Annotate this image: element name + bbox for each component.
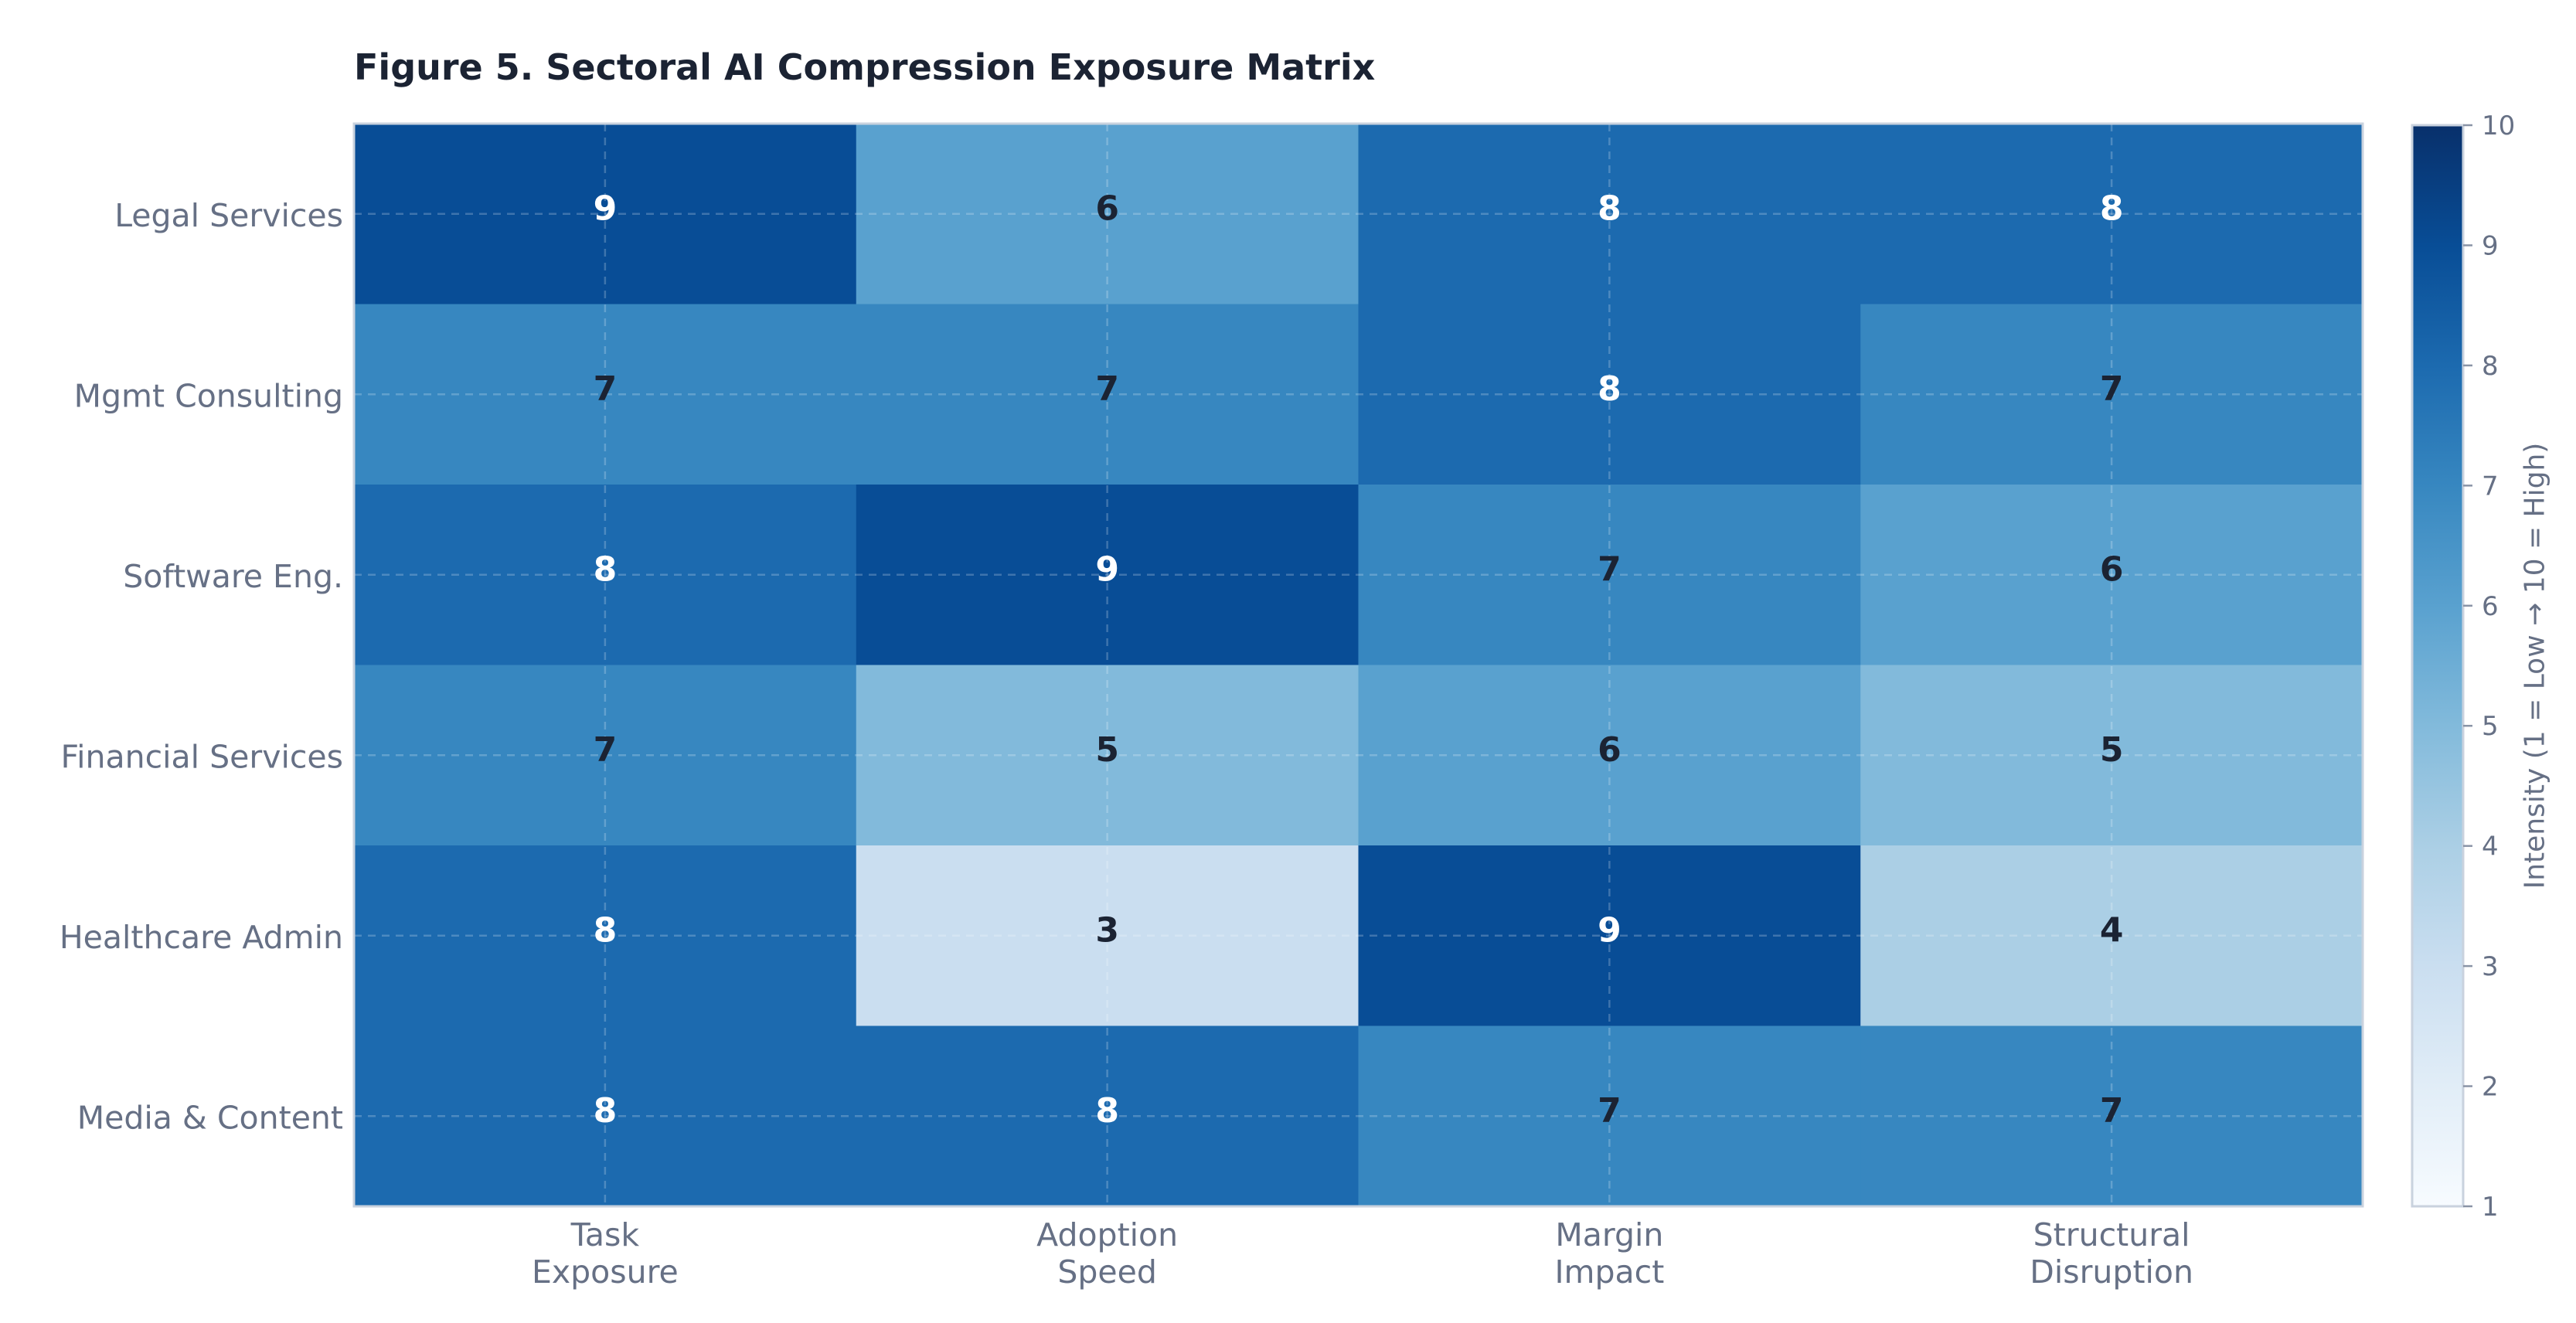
cell-value-labels: 9 6 8 8 7 7 8 7 8 9 7 6 7 5 6 5 8 3 9 4 8 8 7 7 (594, 189, 2124, 1131)
cell-value-r3-c0: 7 (594, 730, 618, 770)
column-label-2-line-0: Margin (1555, 1216, 1663, 1253)
heatmap-cell-r5-c0 (354, 1025, 857, 1207)
row-labels: Legal Services Mgmt Consulting Software En… (60, 197, 343, 1137)
cell-value-r4-c3: 4 (2100, 910, 2124, 950)
cell-value-r1-c3: 7 (2100, 369, 2124, 409)
cell-value-r1-c1: 7 (1095, 369, 1119, 409)
colorbar-tick-label-6: 7 (2482, 471, 2499, 502)
cell-value-r0-c1: 6 (1095, 189, 1119, 228)
cell-value-r3-c1: 5 (1095, 730, 1119, 770)
cell-value-r2-c2: 7 (1598, 549, 1621, 589)
colorbar-tick-label-2: 3 (2482, 951, 2499, 982)
row-label-1: Mgmt Consulting (74, 377, 343, 414)
column-label-0-line-0: Task (570, 1216, 640, 1253)
cell-value-r4-c2: 9 (1598, 910, 1621, 950)
colorbar-tick-label-3: 4 (2482, 832, 2499, 862)
cell-value-r0-c3: 8 (2100, 189, 2124, 228)
column-label-3-line-1: Disruption (2030, 1253, 2193, 1291)
colorbar-tick-label-4: 5 (2482, 711, 2499, 742)
cell-value-r5-c1: 8 (1095, 1091, 1119, 1131)
cell-value-r3-c2: 6 (1598, 730, 1621, 770)
heatmap-cell-r3-c0 (354, 665, 857, 846)
cell-value-r0-c0: 9 (594, 189, 618, 228)
heatmap-cell-r1-c0 (354, 304, 857, 485)
row-label-4: Healthcare Admin (60, 919, 343, 956)
cell-value-r1-c2: 8 (1598, 369, 1621, 409)
heatmap-cell-r2-c0 (354, 485, 857, 666)
heatmap-cell-r1-c2 (1358, 304, 1861, 485)
heatmap-cell-r4-c3 (1860, 845, 2363, 1027)
colorbar-gradient (2411, 124, 2465, 1208)
column-label-1-line-1: Speed (1057, 1253, 1157, 1291)
colorbar-tick-label-1: 2 (2482, 1072, 2499, 1103)
plot-frame (352, 122, 2364, 1208)
heatmap-cell-r2-c3 (1860, 485, 2363, 666)
heatmap-cell-r4-c0 (354, 845, 857, 1027)
colorbar-tick-label-9: 10 (2482, 111, 2515, 141)
colorbar-tick-label-5: 6 (2482, 591, 2499, 622)
column-label-0-line-1: Exposure (532, 1253, 679, 1291)
chart-title: Figure 5. Sectoral AI Compression Exposu… (354, 46, 1375, 88)
cell-value-r1-c0: 7 (594, 369, 618, 409)
heatmap-cell-r1-c1 (856, 304, 1359, 485)
heatmap-cell-r0-c1 (856, 124, 1359, 305)
column-label-2-line-1: Impact (1554, 1253, 1664, 1291)
cell-value-r2-c1: 9 (1095, 549, 1119, 589)
heatmap-cell-r3-c2 (1358, 665, 1861, 846)
heatmap-cell-r0-c0 (354, 124, 857, 305)
colorbar-title: Intensity (1 = Low → 10 = High) (2520, 443, 2551, 889)
cell-value-r0-c2: 8 (1598, 189, 1621, 228)
heatmap-cell-r3-c1 (856, 665, 1359, 846)
column-label-1-line-0: Adoption (1036, 1216, 1178, 1253)
colorbar-tick-label-8: 9 (2482, 230, 2499, 261)
cell-value-r5-c0: 8 (594, 1091, 618, 1131)
grid-lines (354, 124, 2363, 1206)
heatmap-cell-r4-c2 (1358, 845, 1861, 1027)
row-label-2: Software Eng. (123, 558, 343, 595)
cell-value-r5-c2: 7 (1598, 1091, 1621, 1131)
row-label-3: Financial Services (61, 738, 343, 775)
colorbar-tick-label-7: 8 (2482, 351, 2499, 382)
heatmap-cell-r0-c3 (1860, 124, 2363, 305)
colorbar: 1 2 3 4 5 6 7 8 9 10 Intensity (1 = Low → 10 = Hig… (2411, 111, 2551, 1223)
cell-value-r5-c3: 7 (2100, 1091, 2124, 1131)
heatmap-cell-r5-c3 (1860, 1025, 2363, 1207)
heatmap-cells (354, 124, 2363, 1207)
heatmap-cell-r1-c3 (1860, 304, 2363, 485)
heatmap-cell-r5-c1 (856, 1025, 1359, 1207)
cell-value-r2-c0: 8 (594, 549, 618, 589)
cell-value-r3-c3: 5 (2100, 730, 2124, 770)
colorbar-tick-label-0: 1 (2482, 1192, 2499, 1223)
row-label-0: Legal Services (114, 197, 343, 234)
column-label-3-line-0: Structural (2033, 1216, 2190, 1253)
heatmap-cell-r5-c2 (1358, 1025, 1861, 1207)
heatmap-cell-r0-c2 (1358, 124, 1861, 305)
heatmap-cell-r3-c3 (1860, 665, 2363, 846)
row-label-5: Media & Content (77, 1099, 343, 1136)
cell-value-r4-c0: 8 (594, 910, 618, 950)
cell-value-r4-c1: 3 (1095, 910, 1119, 950)
heatmap-cell-r2-c2 (1358, 485, 1861, 666)
cell-value-r2-c3: 6 (2100, 549, 2124, 589)
heatmap-cell-r4-c1 (856, 845, 1359, 1027)
heatmap-cell-r2-c1 (856, 485, 1359, 666)
